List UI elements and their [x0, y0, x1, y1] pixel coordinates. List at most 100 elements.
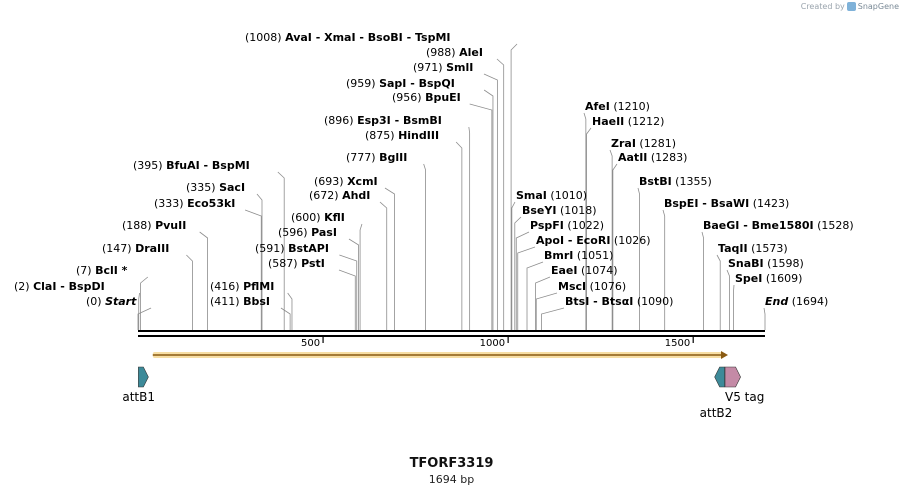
- site-enzyme-names: TaqII: [718, 242, 748, 255]
- site-pflmi-label: (416) PflMI: [210, 280, 274, 293]
- site-enzyme-names: PstI: [301, 257, 325, 270]
- site-btsi-leader: [541, 307, 565, 330]
- backbone-bottom-strand: [138, 335, 765, 337]
- site-eco53ki-label: (333) Eco53kI: [154, 197, 235, 210]
- site-xcmi-label: (693) XcmI: [314, 175, 378, 188]
- site-position: (1022): [564, 219, 604, 232]
- site-enzyme-names: SmlI: [446, 61, 473, 74]
- site-position: (1283): [647, 151, 687, 164]
- site-pspfi-leader: [515, 231, 530, 330]
- feature-attb1-arrow: [138, 366, 149, 388]
- site-smli-leader: [483, 73, 498, 330]
- orf-arrowhead: [720, 351, 728, 359]
- site-position: (1090): [633, 295, 673, 308]
- credit-prefix: Created by: [800, 2, 845, 11]
- site-position: (693): [314, 175, 347, 188]
- site-taqii: TaqII (1573): [718, 242, 788, 255]
- snapgene-credit: Created by SnapGene: [801, 2, 899, 11]
- site-bbsi-leader: [280, 307, 291, 330]
- site-enzyme-names: AleI: [459, 46, 483, 59]
- site-position: (1008): [245, 31, 285, 44]
- site-smai: SmaI (1010): [516, 189, 587, 202]
- site-spei-label: SpeI (1609): [735, 272, 802, 285]
- site-bfuai: (395) BfuAI - BspMI: [133, 159, 250, 172]
- site-position: (1076): [586, 280, 626, 293]
- site-bcli-leader: [140, 276, 149, 330]
- site-apoi: ApoI - EcoRI (1026): [536, 234, 651, 247]
- site-position: (956): [392, 91, 425, 104]
- site-enzyme-names: End: [765, 295, 788, 308]
- site-smli-label: (971) SmlI: [413, 61, 473, 74]
- ruler-tick-label: 500: [301, 338, 320, 349]
- site-enzyme-names: BclI *: [95, 264, 128, 277]
- site-haeii-label: HaeII (1212): [592, 115, 664, 128]
- site-enzyme-names: Esp3I - BsmBI: [357, 114, 442, 127]
- site-pasi: (596) PasI: [278, 226, 337, 239]
- site-enzyme-names: PasI: [311, 226, 337, 239]
- site-position: (416): [210, 280, 243, 293]
- leader-lines: [137, 43, 766, 330]
- site-position: (1212): [624, 115, 664, 128]
- site-bstapi-label: (591) BstAPI: [255, 242, 329, 255]
- site-ahdi-label: (672) AhdI: [309, 189, 370, 202]
- site-bspei-label: BspEI - BsaWI (1423): [664, 197, 789, 210]
- site-position: (1051): [573, 249, 613, 262]
- site-bfuai-label: (395) BfuAI - BspMI: [133, 159, 250, 172]
- site-taqii-label: TaqII (1573): [718, 242, 788, 255]
- site-bstbi: BstBI (1355): [639, 175, 712, 188]
- site-pasi-label: (596) PasI: [278, 226, 337, 239]
- site-enzyme-names: SapI - BspQI: [379, 77, 455, 90]
- site-position: (600): [291, 211, 324, 224]
- site-afei: AfeI (1210): [585, 100, 650, 113]
- site-msci-label: MscI (1076): [558, 280, 626, 293]
- site-sapi-leader: [483, 89, 494, 330]
- site-position: (596): [278, 226, 311, 239]
- feature-attb2-label: attB2: [700, 406, 733, 420]
- site-start-leader: [137, 307, 152, 330]
- site-clai: (2) ClaI - BspDI: [14, 280, 105, 293]
- site-msci-leader: [535, 292, 558, 330]
- site-position: (959): [346, 77, 379, 90]
- site-bpuei-label: (956) BpuEI: [392, 91, 461, 104]
- feature-attb1-label: attB1: [122, 390, 155, 404]
- site-pflmi: (416) PflMI: [210, 280, 274, 293]
- site-enzyme-names: PvuII: [155, 219, 186, 232]
- ruler-ticks: 500 1000 1500: [301, 337, 694, 349]
- site-eco53ki: (333) Eco53kI: [154, 197, 235, 210]
- site-afei-label: AfeI (1210): [585, 100, 650, 113]
- site-hindiii: (875) HindIII: [365, 129, 439, 142]
- feature-v5-tag-arrow: [724, 366, 741, 388]
- site-position: (672): [309, 189, 342, 202]
- site-position: (188): [122, 219, 155, 232]
- site-haeii-leader: [586, 127, 592, 330]
- site-kfli: (600) KflI: [291, 211, 345, 224]
- site-pvuii-label: (188) PvuII: [122, 219, 186, 232]
- site-position: (2): [14, 280, 33, 293]
- site-enzyme-names: ApoI - EcoRI: [536, 234, 610, 247]
- site-draiii: (147) DraIII: [102, 242, 169, 255]
- site-bseyi: BseYI (1018): [522, 204, 597, 217]
- site-bcli: (7) BclI *: [76, 264, 128, 277]
- site-bbsi-label: (411) BbsI: [210, 295, 270, 308]
- site-taqii-leader: [716, 254, 721, 330]
- site-ahdi: (672) AhdI: [309, 189, 370, 202]
- site-alei-leader: [496, 58, 505, 330]
- site-bcli-label: (7) BclI *: [76, 264, 128, 277]
- site-enzyme-names: HindIII: [398, 129, 439, 142]
- site-baegi-label: BaeGI - Bme1580I (1528): [703, 219, 854, 232]
- site-enzyme-names: HaeII: [592, 115, 624, 128]
- site-start: (0) Start: [86, 295, 137, 308]
- site-enzyme-names: SacI: [219, 181, 245, 194]
- site-position: (1074): [578, 264, 618, 277]
- site-enzyme-names: PspFI: [530, 219, 564, 232]
- site-position: (411): [210, 295, 243, 308]
- site-enzyme-names: SpeI: [735, 272, 762, 285]
- site-psti-leader: [338, 269, 356, 330]
- site-bspei-leader: [662, 209, 666, 330]
- site-enzyme-names: BmrI: [544, 249, 573, 262]
- site-bglii-leader: [423, 163, 426, 330]
- site-snabi: SnaBI (1598): [728, 257, 804, 270]
- site-pspfi: PspFI (1022): [530, 219, 604, 232]
- site-position: (591): [255, 242, 288, 255]
- sequence-length: 1694 bp: [428, 473, 475, 486]
